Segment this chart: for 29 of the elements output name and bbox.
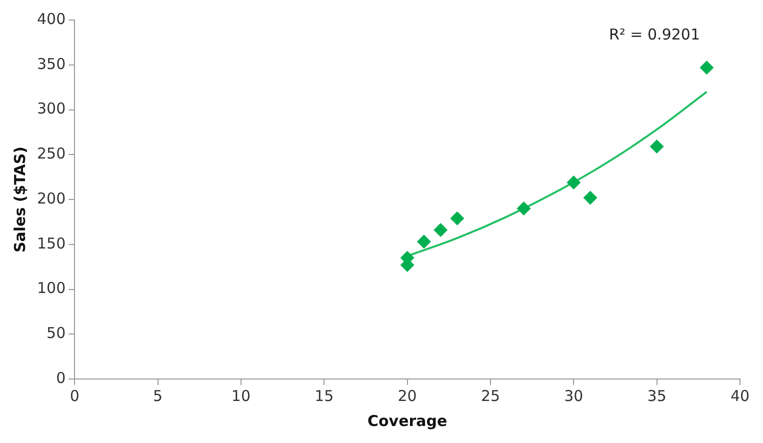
y-axis-title: Sales ($TAS) — [10, 146, 29, 253]
y-tick-label: 100 — [36, 279, 66, 298]
y-tick-label: 400 — [36, 10, 66, 28]
y-tick-label: 300 — [36, 100, 66, 118]
x-tick-label: 35 — [647, 386, 666, 405]
x-tick-label: 30 — [564, 386, 584, 405]
point — [700, 60, 714, 75]
x-tick-label: 40 — [730, 386, 750, 405]
x-axis-title: Coverage — [367, 412, 448, 430]
y-tick-label: 0 — [56, 368, 66, 387]
point — [566, 175, 581, 190]
x-tick-label: 10 — [231, 386, 251, 405]
point — [416, 234, 431, 249]
y-tick-label: 350 — [36, 54, 66, 73]
y-tick-label: 250 — [36, 144, 66, 163]
x-tick-label: 15 — [314, 386, 334, 405]
x-tick-label: 0 — [70, 386, 80, 405]
y-tick-label: 50 — [46, 324, 66, 342]
point — [434, 223, 448, 238]
x-tick-label: 5 — [153, 386, 163, 405]
x-tick-label: 25 — [480, 386, 500, 405]
annotation: R² = 0.9201 — [608, 25, 700, 44]
x-tick-label: 20 — [398, 386, 417, 405]
point — [583, 190, 598, 205]
point — [650, 140, 664, 154]
y-tick-label: 150 — [36, 234, 66, 252]
point — [516, 201, 531, 216]
y-tick-label: 200 — [36, 189, 66, 208]
point — [450, 211, 464, 226]
